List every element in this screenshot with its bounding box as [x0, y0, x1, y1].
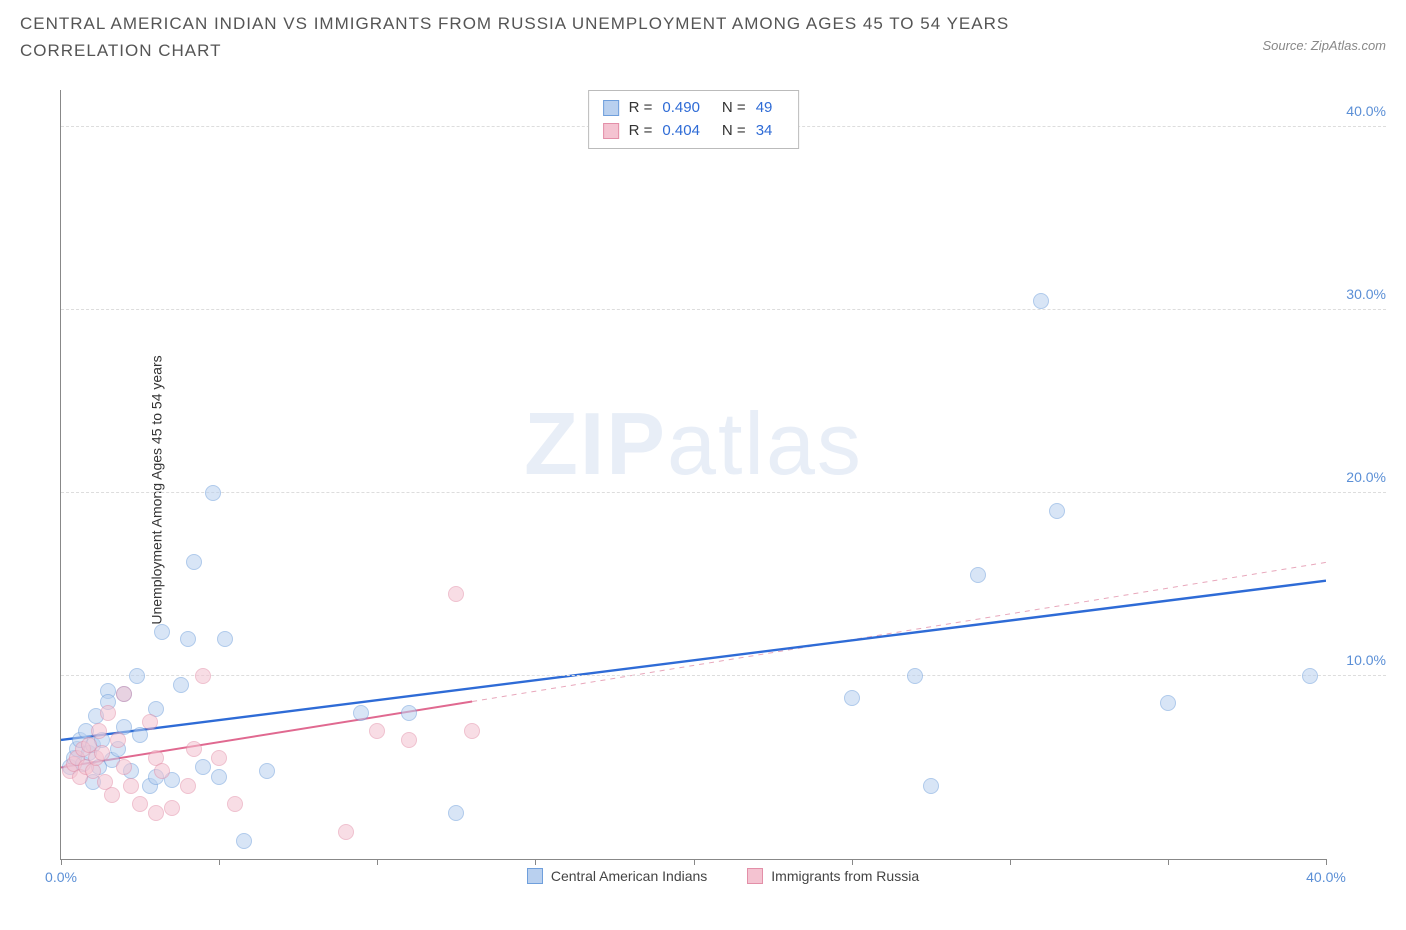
- stats-row: R = 0.490 N = 49: [603, 97, 785, 120]
- data-point: [180, 631, 196, 647]
- data-point: [464, 723, 480, 739]
- data-point: [369, 723, 385, 739]
- data-point: [164, 800, 180, 816]
- data-point: [448, 805, 464, 821]
- watermark-zip: ZIP: [524, 394, 667, 493]
- legend-swatch: [603, 123, 619, 139]
- r-label: R =: [629, 120, 653, 143]
- data-point: [104, 787, 120, 803]
- correlation-stats-box: R = 0.490 N = 49 R = 0.404 N = 34: [588, 90, 800, 149]
- data-point: [259, 763, 275, 779]
- n-value: 49: [756, 97, 773, 120]
- n-value: 34: [756, 120, 773, 143]
- n-label: N =: [722, 120, 746, 143]
- n-label: N =: [722, 97, 746, 120]
- data-point: [1049, 503, 1065, 519]
- y-tick-label: 40.0%: [1346, 103, 1386, 119]
- data-point: [148, 805, 164, 821]
- data-point: [448, 586, 464, 602]
- r-value: 0.404: [662, 120, 700, 143]
- data-point: [154, 763, 170, 779]
- data-point: [1302, 668, 1318, 684]
- plot-area: ZIPatlas R =0.490N =49R =0.404N =34 10.0…: [60, 90, 1326, 860]
- source-attribution: Source: ZipAtlas.com: [1262, 38, 1386, 53]
- data-point: [401, 705, 417, 721]
- legend-swatch: [747, 868, 763, 884]
- data-point: [205, 485, 221, 501]
- data-point: [353, 705, 369, 721]
- x-tick: [377, 859, 378, 865]
- x-tick: [61, 859, 62, 865]
- data-point: [123, 778, 139, 794]
- data-point: [110, 732, 126, 748]
- legend-label: Central American Indians: [551, 868, 707, 884]
- data-point: [195, 759, 211, 775]
- legend-item: Immigrants from Russia: [747, 868, 919, 884]
- data-point: [907, 668, 923, 684]
- data-point: [401, 732, 417, 748]
- legend-item: Central American Indians: [527, 868, 707, 884]
- x-tick: [694, 859, 695, 865]
- data-point: [129, 668, 145, 684]
- data-point: [91, 723, 107, 739]
- data-point: [923, 778, 939, 794]
- gridline: [61, 309, 1386, 310]
- chart-title: CENTRAL AMERICAN INDIAN VS IMMIGRANTS FR…: [20, 10, 1120, 64]
- y-tick-label: 20.0%: [1346, 469, 1386, 485]
- data-point: [173, 677, 189, 693]
- legend-swatch: [603, 100, 619, 116]
- x-tick: [1326, 859, 1327, 865]
- gridline: [61, 492, 1386, 493]
- chart-header: CENTRAL AMERICAN INDIAN VS IMMIGRANTS FR…: [0, 0, 1406, 64]
- data-point: [116, 686, 132, 702]
- data-point: [180, 778, 196, 794]
- x-tick: [535, 859, 536, 865]
- data-point: [94, 745, 110, 761]
- data-point: [217, 631, 233, 647]
- data-point: [970, 567, 986, 583]
- data-point: [195, 668, 211, 684]
- x-tick: [219, 859, 220, 865]
- data-point: [211, 750, 227, 766]
- r-label: R =: [629, 97, 653, 120]
- series-legend: Central American Indians Immigrants from …: [50, 868, 1396, 884]
- stats-row: R = 0.404 N = 34: [603, 120, 785, 143]
- data-point: [1160, 695, 1176, 711]
- data-point: [236, 833, 252, 849]
- r-value: 0.490: [662, 97, 700, 120]
- x-tick: [852, 859, 853, 865]
- data-point: [142, 714, 158, 730]
- legend-label: Immigrants from Russia: [771, 868, 919, 884]
- data-point: [116, 759, 132, 775]
- data-point: [132, 796, 148, 812]
- legend-swatch: [527, 868, 543, 884]
- trend-lines: [61, 90, 1326, 859]
- data-point: [100, 705, 116, 721]
- data-point: [186, 741, 202, 757]
- chart-container: Unemployment Among Ages 45 to 54 years Z…: [50, 90, 1396, 890]
- watermark: ZIPatlas: [524, 393, 863, 495]
- x-tick: [1168, 859, 1169, 865]
- data-point: [338, 824, 354, 840]
- data-point: [1033, 293, 1049, 309]
- watermark-atlas: atlas: [667, 394, 863, 493]
- data-point: [227, 796, 243, 812]
- x-tick: [1010, 859, 1011, 865]
- gridline: [61, 675, 1386, 676]
- data-point: [844, 690, 860, 706]
- y-tick-label: 10.0%: [1346, 652, 1386, 668]
- data-point: [154, 624, 170, 640]
- data-point: [211, 769, 227, 785]
- y-tick-label: 30.0%: [1346, 286, 1386, 302]
- data-point: [186, 554, 202, 570]
